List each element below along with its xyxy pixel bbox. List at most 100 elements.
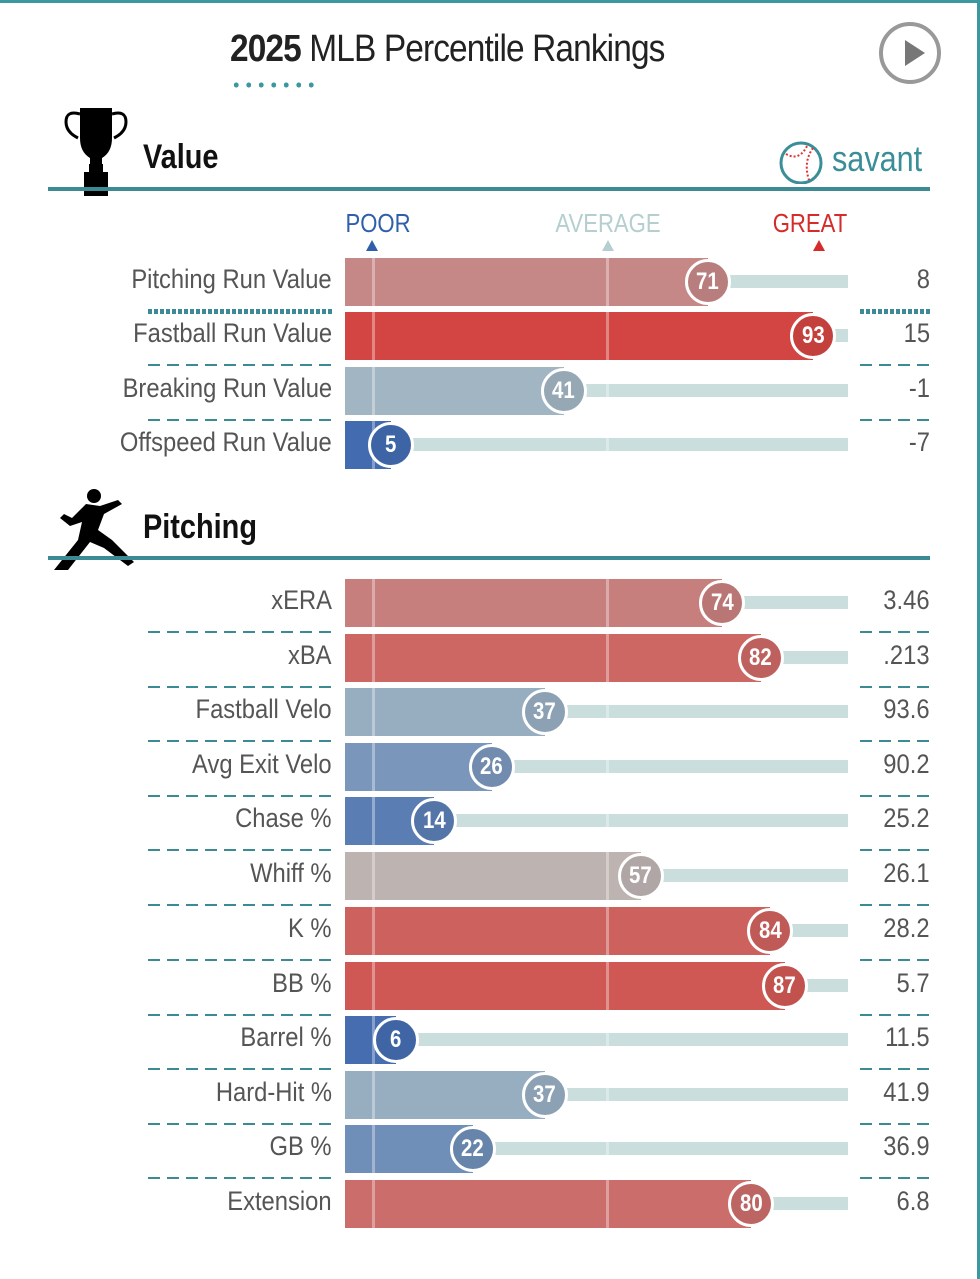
percentile-badge[interactable]: 6: [372, 1017, 419, 1063]
metric-label: xBA: [288, 640, 332, 670]
metric-label: Whiff %: [250, 858, 332, 888]
metric-label: Fastball Run Value: [133, 318, 332, 348]
percentile-value: 87: [773, 972, 796, 999]
row-divider-right: [860, 904, 930, 906]
row-divider-right: [860, 686, 930, 688]
bar-track: [395, 1033, 848, 1046]
metric-value: 6.8: [896, 1186, 930, 1216]
page-title: 2025 MLB Percentile Rankings: [230, 28, 665, 71]
chart-row: Barrel % 6 11.5: [0, 1016, 980, 1064]
pitcher-silhouette-icon: [54, 489, 134, 570]
row-divider-right: [860, 309, 930, 314]
percentile-badge[interactable]: 87: [761, 963, 808, 1009]
bar-track: [544, 705, 848, 718]
section-title-value: Value: [143, 138, 219, 176]
row-divider-right: [860, 419, 930, 421]
play-button[interactable]: [879, 22, 941, 84]
poor-marker-icon: [366, 240, 378, 251]
chart-row: GB % 22 36.9: [0, 1125, 980, 1173]
metric-label: GB %: [269, 1131, 332, 1161]
percentile-bar: [345, 688, 545, 736]
chart-row: Fastball Run Value 93 15: [0, 312, 980, 360]
poor-gridline: [372, 852, 375, 900]
percentile-badge[interactable]: 22: [449, 1126, 496, 1172]
section-divider-pitching: [48, 556, 930, 560]
poor-gridline: [372, 1125, 375, 1173]
percentile-badge[interactable]: 80: [728, 1181, 774, 1227]
bar-track: [491, 760, 848, 773]
row-divider-left: [148, 795, 334, 797]
scale-label-poor: POOR: [345, 208, 411, 238]
row-divider-left: [148, 1123, 334, 1125]
percentile-badge[interactable]: 37: [521, 689, 568, 735]
metric-label: Chase %: [235, 803, 332, 833]
row-divider-left: [148, 686, 334, 688]
chart-row: Hard-Hit % 37 41.9: [0, 1071, 980, 1119]
great-marker-icon: [813, 240, 825, 251]
average-gridline: [606, 1071, 609, 1119]
chart-row: Pitching Run Value 71 8: [0, 258, 980, 306]
row-divider-left: [148, 1014, 334, 1016]
row-divider-left: [148, 364, 334, 366]
percentile-value: 6: [390, 1026, 402, 1053]
poor-gridline: [372, 579, 375, 627]
bar-track: [722, 596, 848, 609]
percentile-bar: [345, 367, 564, 415]
percentile-value: 26: [480, 753, 504, 780]
title-text: MLB Percentile Rankings: [300, 28, 665, 70]
percentile-badge[interactable]: 93: [790, 313, 837, 359]
chart-row: Extension 80 6.8: [0, 1180, 980, 1228]
metric-label: Extension: [227, 1186, 332, 1216]
metric-value: 11.5: [885, 1022, 930, 1052]
average-gridline: [606, 312, 609, 360]
metric-value: 8: [916, 264, 930, 294]
chart-row: Whiff % 57 26.1: [0, 852, 980, 900]
poor-gridline: [372, 907, 375, 955]
row-divider-left: [148, 631, 334, 633]
metric-value: 93.6: [883, 694, 930, 724]
percentile-badge[interactable]: 71: [684, 259, 731, 305]
percentile-bar: [345, 1180, 751, 1228]
percentile-badge[interactable]: 41: [540, 368, 587, 414]
percentile-bar: [345, 312, 814, 360]
percentile-badge[interactable]: 5: [368, 422, 414, 468]
percentile-badge[interactable]: 14: [411, 798, 458, 844]
percentile-value: 37: [533, 698, 556, 725]
metric-value: 28.2: [883, 913, 930, 943]
percentile-badge[interactable]: 74: [699, 580, 746, 626]
section-divider-value: [48, 187, 930, 191]
percentile-value: 5: [385, 431, 397, 458]
metric-value: 5.7: [896, 968, 930, 998]
row-divider-left: [148, 849, 334, 851]
percentile-value: 71: [696, 268, 720, 295]
chart-row: Chase % 14 25.2: [0, 797, 980, 845]
average-gridline: [606, 743, 609, 791]
percentile-bar: [345, 634, 761, 682]
metric-value: 3.46: [883, 585, 930, 615]
bar-track: [472, 1142, 848, 1155]
percentile-badge[interactable]: 37: [521, 1072, 568, 1118]
percentile-badge[interactable]: 82: [737, 635, 784, 681]
bar-track: [434, 814, 848, 827]
metric-value: .213: [883, 640, 930, 670]
percentile-badge[interactable]: 26: [468, 744, 515, 790]
percentile-badge[interactable]: 84: [747, 908, 794, 954]
average-gridline: [606, 421, 609, 469]
percentile-value: 84: [758, 917, 782, 944]
average-gridline: [606, 1125, 609, 1173]
metric-label: Fastball Velo: [195, 694, 332, 724]
row-divider-left: [148, 740, 334, 742]
percentile-bar: [345, 579, 723, 627]
percentile-value: 57: [629, 862, 652, 889]
percentile-badge[interactable]: 57: [617, 853, 664, 899]
chart-row: Breaking Run Value 41 -1: [0, 367, 980, 415]
row-divider-right: [860, 1123, 930, 1125]
metric-label: Pitching Run Value: [131, 264, 332, 294]
bar-track: [640, 869, 848, 882]
row-divider-right: [860, 795, 930, 797]
row-divider-right: [860, 849, 930, 851]
bar-track: [563, 384, 848, 397]
average-gridline: [606, 907, 609, 955]
percentile-value: 14: [422, 807, 446, 834]
chart-row: xERA 74 3.46: [0, 579, 980, 627]
